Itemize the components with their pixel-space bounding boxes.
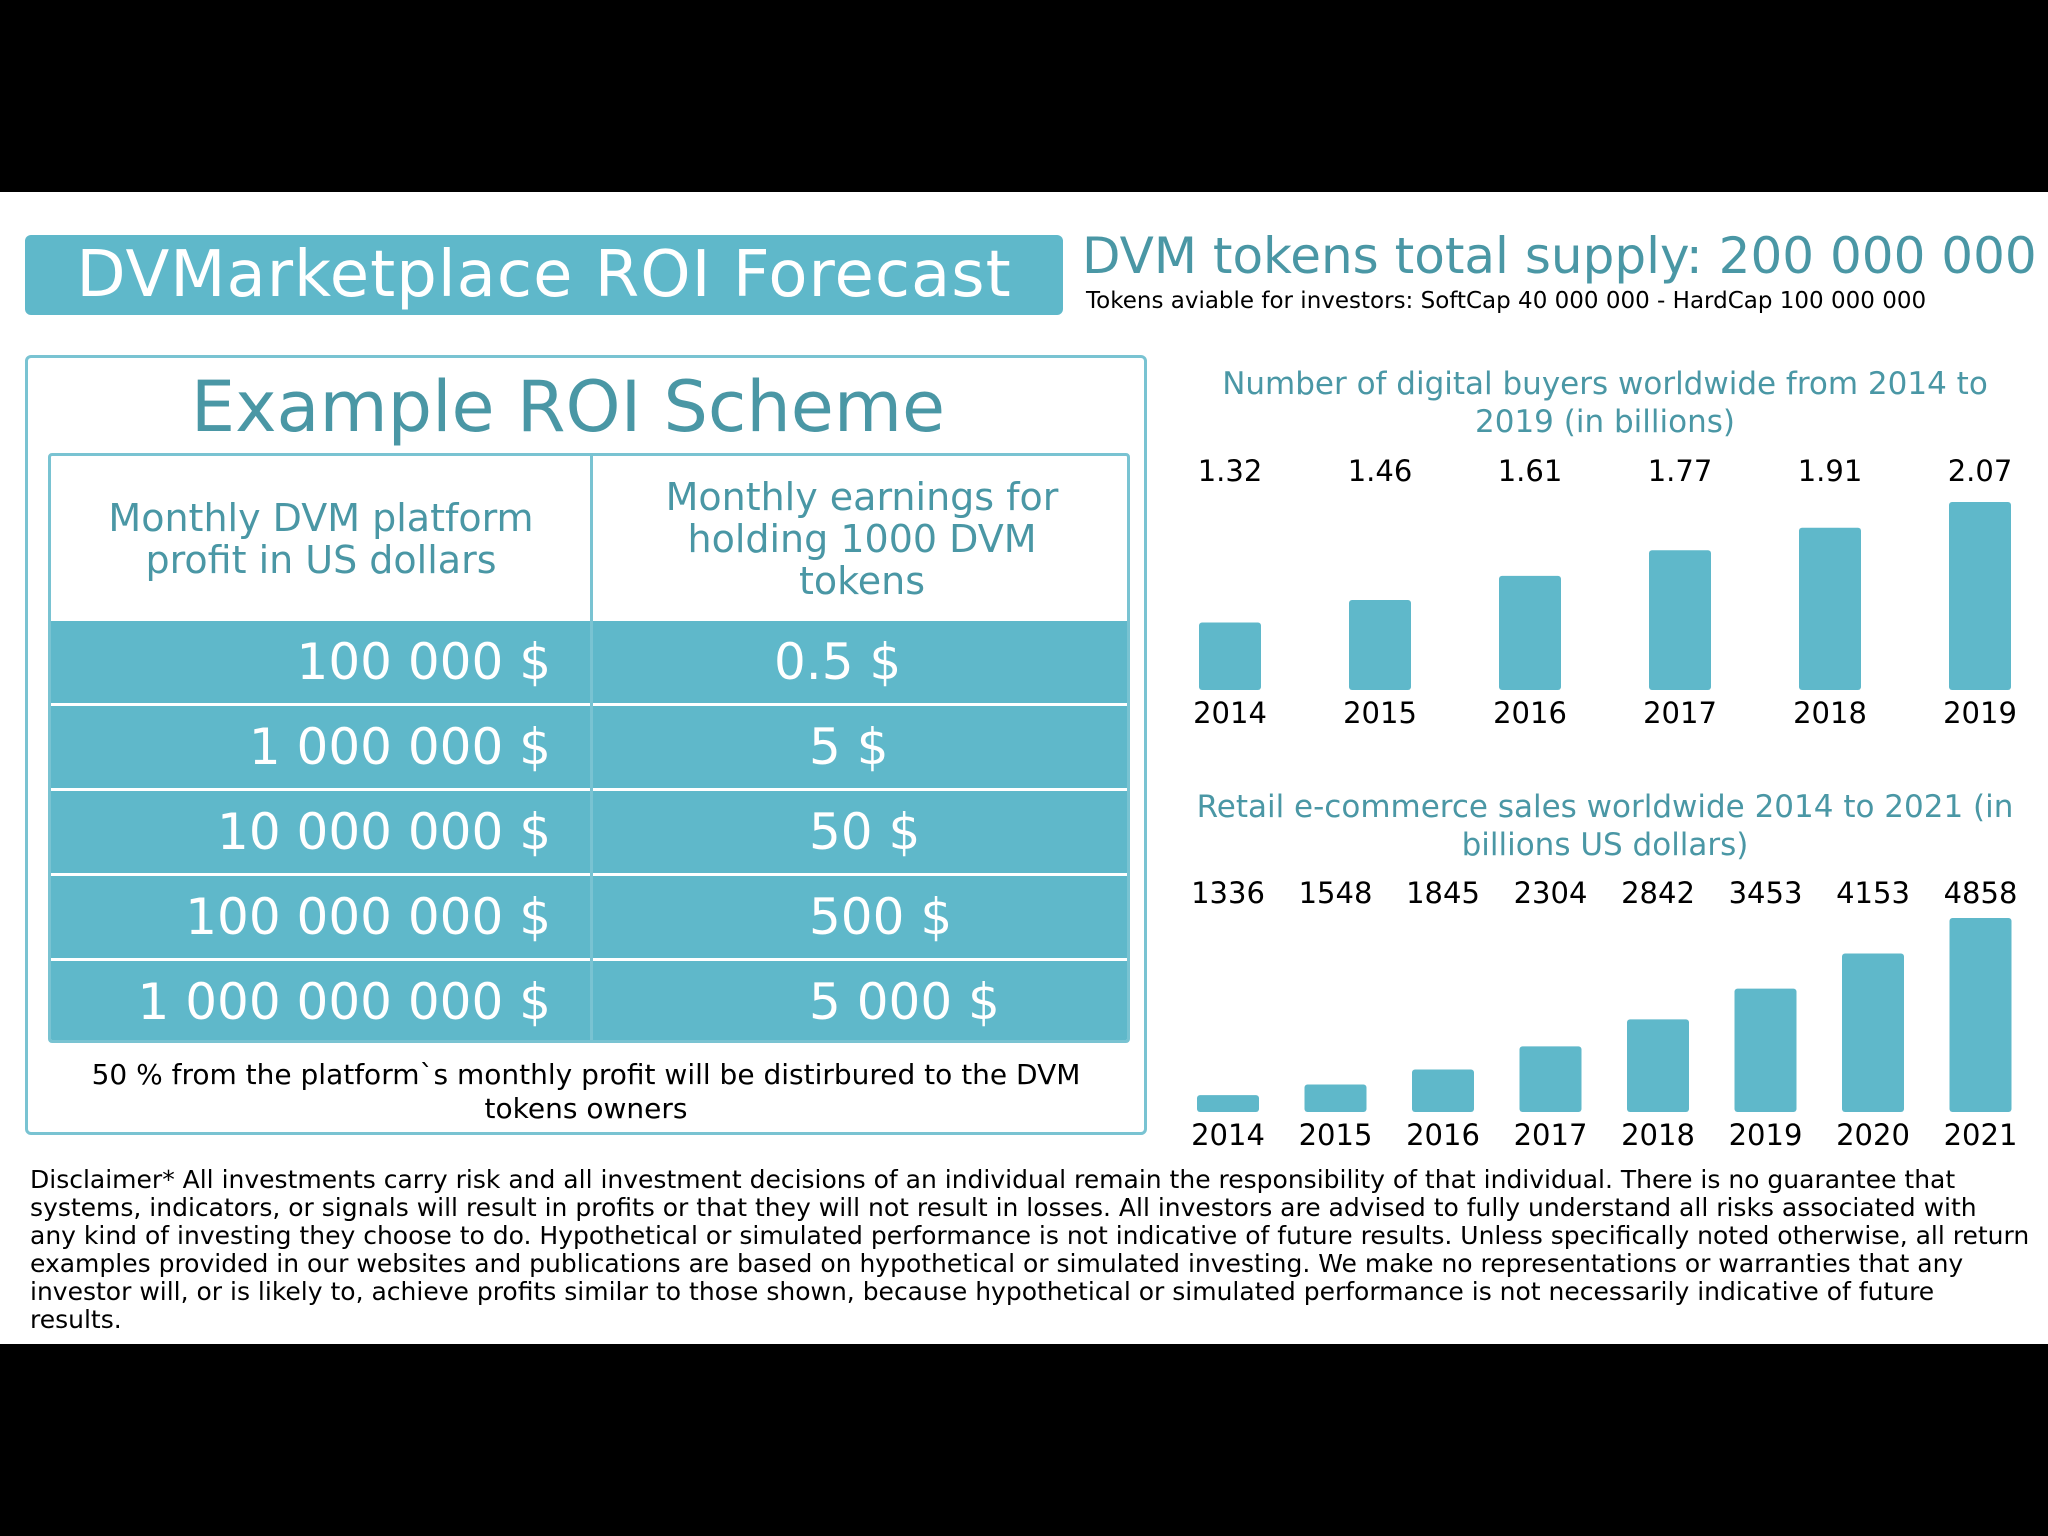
profit-cell: 10 000 000 $ xyxy=(217,803,551,861)
bar-2021 xyxy=(1949,918,2012,1112)
table-row: 100 000 $ 0.5 $ xyxy=(51,621,1127,703)
data-label: 1.77 xyxy=(1648,454,1713,488)
profit-cell: 1 000 000 $ xyxy=(248,718,551,776)
tick-label: 2015 xyxy=(1343,696,1417,730)
tick-label: 2014 xyxy=(1193,696,1267,730)
bar-2014 xyxy=(1197,1095,1259,1112)
tick-label: 2017 xyxy=(1643,696,1717,730)
bar-2019 xyxy=(1734,988,1797,1112)
data-label: 4858 xyxy=(1944,876,2018,910)
tick-label: 2016 xyxy=(1406,1118,1480,1152)
disclaimer: Disclaimer* All investments carry risk a… xyxy=(30,1165,2030,1334)
bar-2017 xyxy=(1519,1046,1582,1112)
col-header-earnings: Monthly earnings for holding 1000 DVM to… xyxy=(665,474,1059,603)
earnings-cell: 5 $ xyxy=(809,718,889,776)
data-label: 1336 xyxy=(1191,876,1265,910)
infographic-panel: DVMarketplace ROI Forecast DVM tokens to… xyxy=(0,192,2048,1344)
page-title: DVMarketplace ROI Forecast xyxy=(25,235,1063,315)
tick-label: 2020 xyxy=(1836,1118,1910,1152)
bar-2017 xyxy=(1649,550,1711,690)
col-header-profit: Monthly DVM platform profit in US dollar… xyxy=(108,495,534,582)
roi-table: Monthly DVM platform profit in US dollar… xyxy=(48,453,1130,1043)
data-label: 1.46 xyxy=(1348,454,1413,488)
profit-cell: 100 000 000 $ xyxy=(185,888,551,946)
tick-label: 2019 xyxy=(1943,696,2017,730)
data-label: 2304 xyxy=(1514,876,1588,910)
tick-label: 2015 xyxy=(1299,1118,1373,1152)
table-row: 100 000 000 $ 500 $ xyxy=(51,876,1127,958)
data-label: 2.07 xyxy=(1948,454,2013,488)
data-label: 1.91 xyxy=(1798,454,1863,488)
earnings-cell: 0.5 $ xyxy=(774,633,902,691)
bar-2015 xyxy=(1304,1084,1367,1112)
tick-label: 2017 xyxy=(1514,1118,1588,1152)
tick-label: 2016 xyxy=(1493,696,1567,730)
data-label: 1.32 xyxy=(1198,454,1263,488)
bar-2018 xyxy=(1627,1019,1689,1112)
bar-2016 xyxy=(1412,1069,1474,1112)
token-supply: DVM tokens total supply: 200 000 000 xyxy=(1082,227,2037,285)
tick-label: 2014 xyxy=(1191,1118,1265,1152)
digital-buyers-chart: 1.32 2014 1.46 2015 1.61 2016 1.77 2017 1.91 2018… xyxy=(1193,454,2017,730)
roi-note: 50 % from the platform`s monthly profit … xyxy=(91,1058,1081,1125)
data-label: 1548 xyxy=(1299,876,1373,910)
profit-cell: 100 000 $ xyxy=(296,633,551,691)
bar-2014 xyxy=(1199,622,1261,690)
bar-2019 xyxy=(1949,502,2011,690)
table-row: 10 000 000 $ 50 $ xyxy=(51,791,1127,873)
tick-label: 2018 xyxy=(1793,696,1867,730)
token-availability: Tokens aviable for investors: SoftCap 40… xyxy=(1086,288,1927,314)
bar-2018 xyxy=(1799,527,1861,690)
data-label: 4153 xyxy=(1836,876,1910,910)
roi-scheme-title: Example ROI Scheme xyxy=(190,366,946,448)
bar-2015 xyxy=(1349,600,1411,690)
data-label: 2842 xyxy=(1621,876,1695,910)
earnings-cell: 500 $ xyxy=(809,888,953,946)
data-label: 1845 xyxy=(1406,876,1480,910)
bar-2016 xyxy=(1499,575,1561,690)
chart2-title: Retail e-commerce sales worldwide 2014 t… xyxy=(1196,789,2014,863)
tick-label: 2018 xyxy=(1621,1118,1695,1152)
ecommerce-sales-chart: 1336 2014 1548 2015 1845 2016 2304 2017 2842 2018… xyxy=(1191,876,2018,1152)
table-row: 1 000 000 $ 5 $ xyxy=(51,706,1127,788)
earnings-cell: 50 $ xyxy=(809,803,921,861)
bar-2020 xyxy=(1842,953,1904,1112)
tick-label: 2021 xyxy=(1944,1118,2018,1152)
profit-cell: 1 000 000 000 $ xyxy=(137,973,551,1031)
table-row: 1 000 000 000 $ 5 000 $ xyxy=(51,961,1127,1040)
data-label: 3453 xyxy=(1729,876,1803,910)
chart1-title: Number of digital buyers worldwide from … xyxy=(1222,366,1988,440)
tick-label: 2019 xyxy=(1729,1118,1803,1152)
column-divider xyxy=(590,456,593,1040)
roi-scheme-box: Example ROI Scheme Monthly DVM platform … xyxy=(25,355,1147,1135)
data-label: 1.61 xyxy=(1498,454,1563,488)
earnings-cell: 5 000 $ xyxy=(809,973,1000,1031)
